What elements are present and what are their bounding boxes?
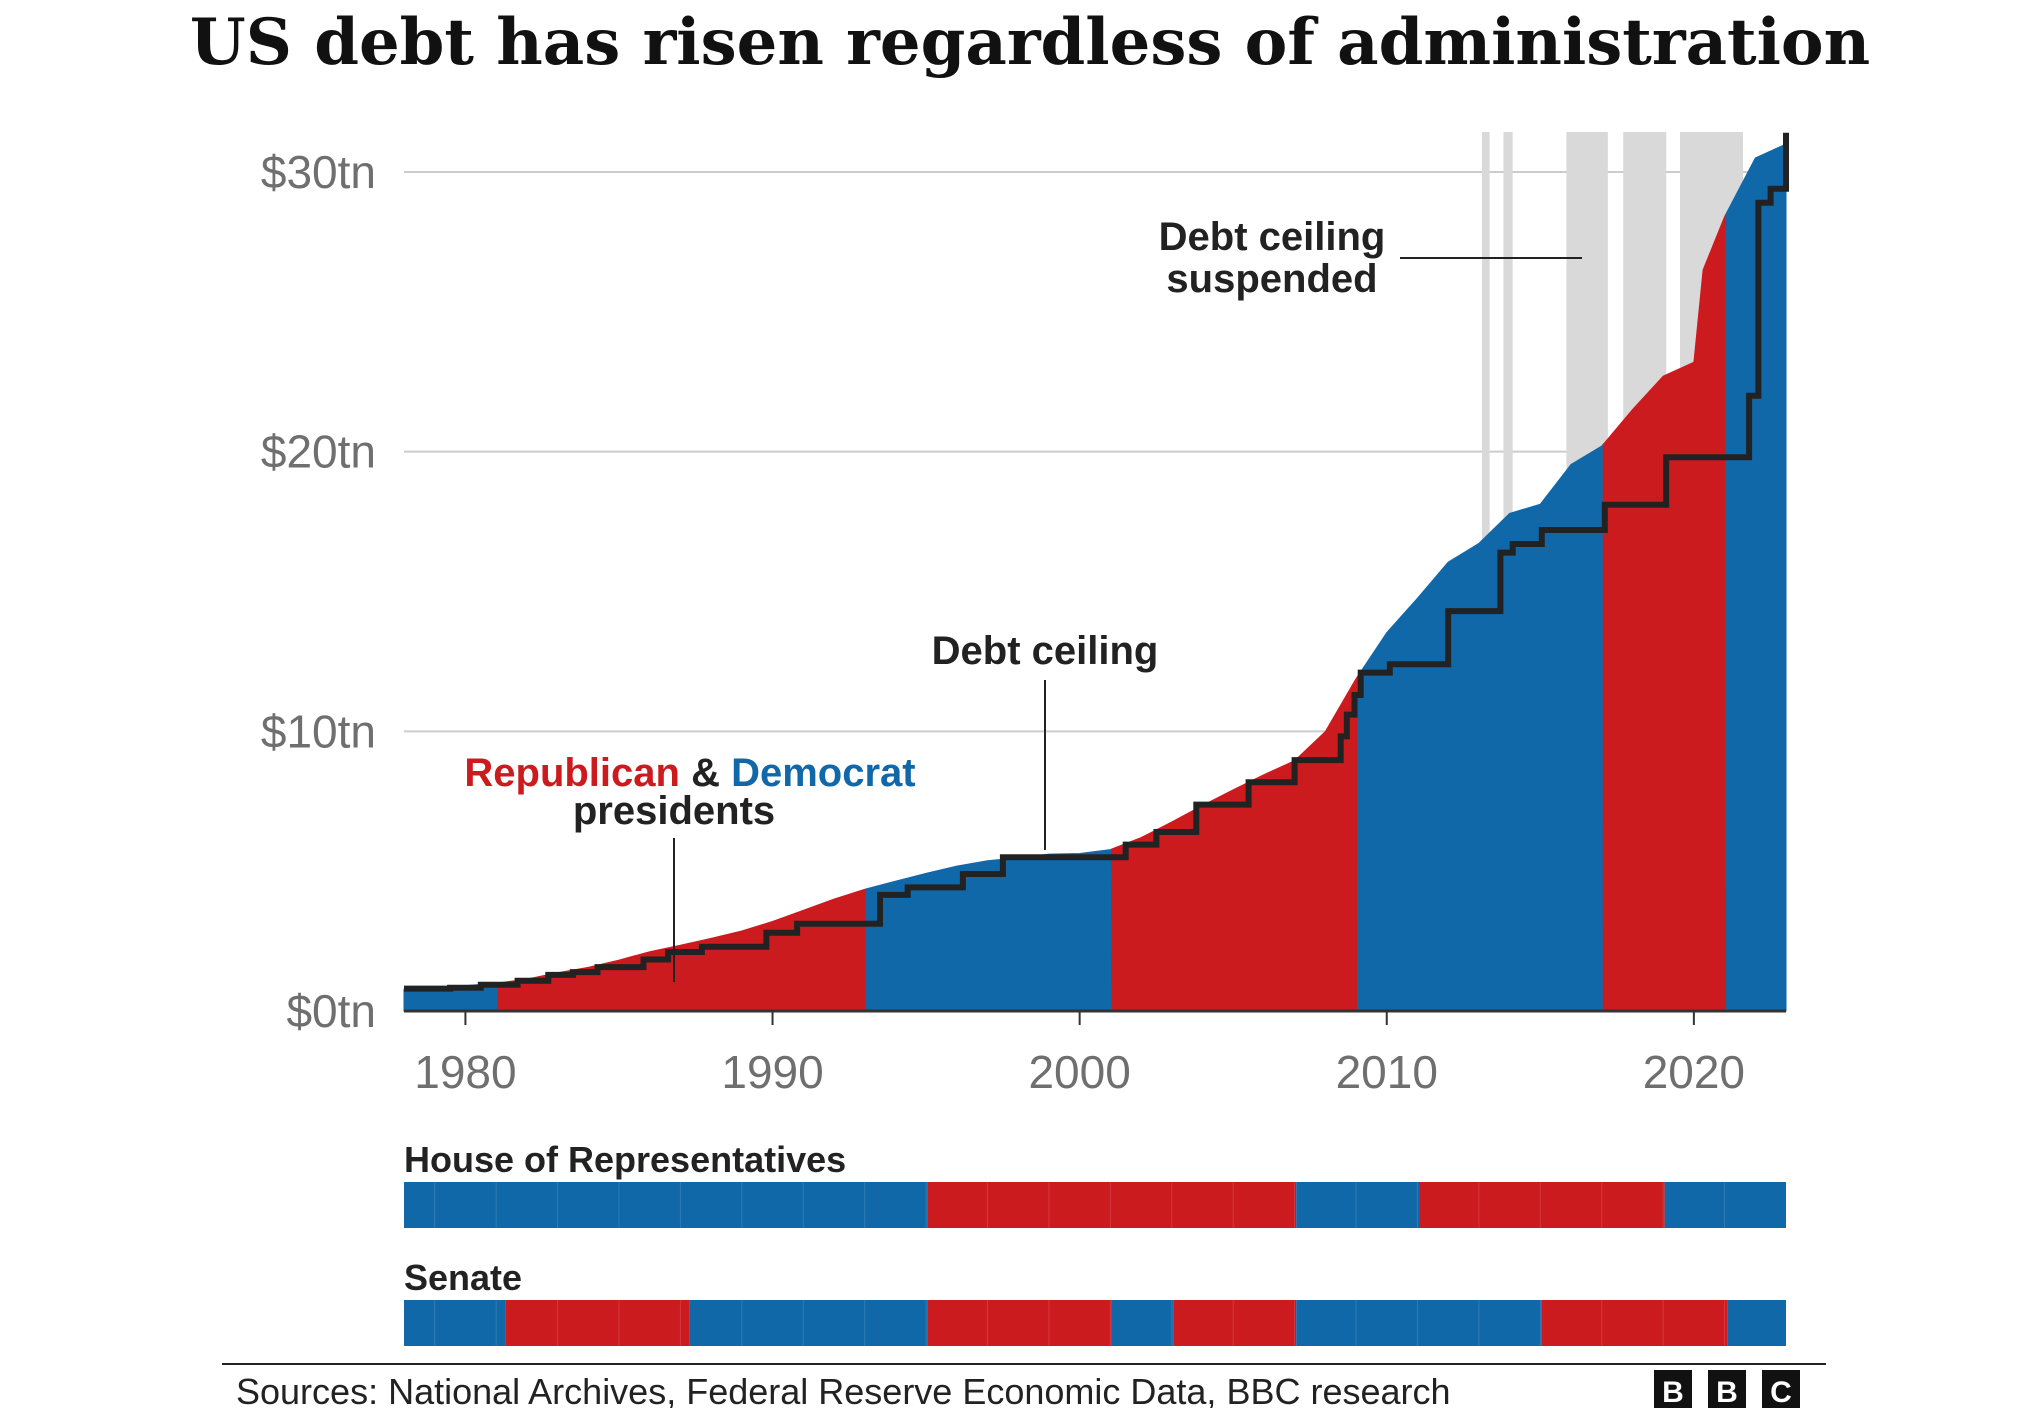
house-label: House of Representatives [404,1139,846,1180]
x-tick-label: 2000 [1028,1046,1130,1098]
x-tick-label: 2020 [1643,1046,1745,1098]
senate-segment-democrat [404,1300,506,1346]
bbc-logo: B B C [1654,1370,1800,1408]
senate-segment-democrat [1727,1300,1786,1346]
bbc-logo-letter-2: B [1716,1376,1738,1408]
house-segment-democrat [404,1182,928,1228]
chart-title: US debt has risen regardless of administ… [190,5,1870,80]
y-tick-label: $20tn [261,426,376,478]
sources-note: Sources: National Archives, Federal Rese… [236,1371,1451,1408]
bbc-logo-block-3 [1762,1370,1800,1408]
party-legend: Republican & Democrat [464,751,915,795]
x-tick-label: 2010 [1336,1046,1438,1098]
house-segment-democrat [1664,1182,1786,1228]
bbc-logo-letter-1: B [1662,1376,1684,1408]
legend-ampersand: & [680,751,731,795]
footer: Sources: National Archives, Federal Rese… [222,1363,1826,1408]
suspended-annotation-line2: suspended [1166,257,1377,301]
legend-republican: Republican [464,751,680,795]
senate-segment-democrat [689,1300,928,1346]
senate-segment-democrat [1296,1300,1542,1346]
y-tick-label: $10tn [261,705,376,757]
bbc-logo-block-2 [1708,1370,1746,1408]
bbc-logo-letter-3: C [1770,1376,1792,1408]
senate-segment-republican [927,1300,1112,1346]
senate-label: Senate [404,1257,522,1298]
y-tick-label: $30tn [261,146,376,198]
plot-area: $0tn $10tn $20tn $30tn 1980 1990 2000 2010 2020 D… [261,132,1789,1098]
y-tick-label: $0tn [286,985,376,1037]
house-segment-democrat [1296,1182,1420,1228]
house-segment-republican [1419,1182,1665,1228]
senate-segment-republican [505,1300,690,1346]
x-tick-label: 1980 [414,1046,516,1098]
debt-ceiling-annotation: Debt ceiling [932,629,1159,673]
congress-bars: House of Representatives Senate [404,1139,1786,1346]
suspended-annotation-line1: Debt ceiling [1159,215,1386,259]
bbc-logo-block-1 [1654,1370,1692,1408]
x-tick-label: 1990 [721,1046,823,1098]
senate-segment-republican [1541,1300,1728,1346]
debt-ceiling-line [404,132,1789,992]
party-legend-line2: presidents [573,789,775,833]
legend-democrat: Democrat [731,751,916,795]
house-segment-republican [927,1182,1297,1228]
senate-segment-democrat [1111,1300,1174,1346]
senate-segment-republican [1173,1300,1297,1346]
